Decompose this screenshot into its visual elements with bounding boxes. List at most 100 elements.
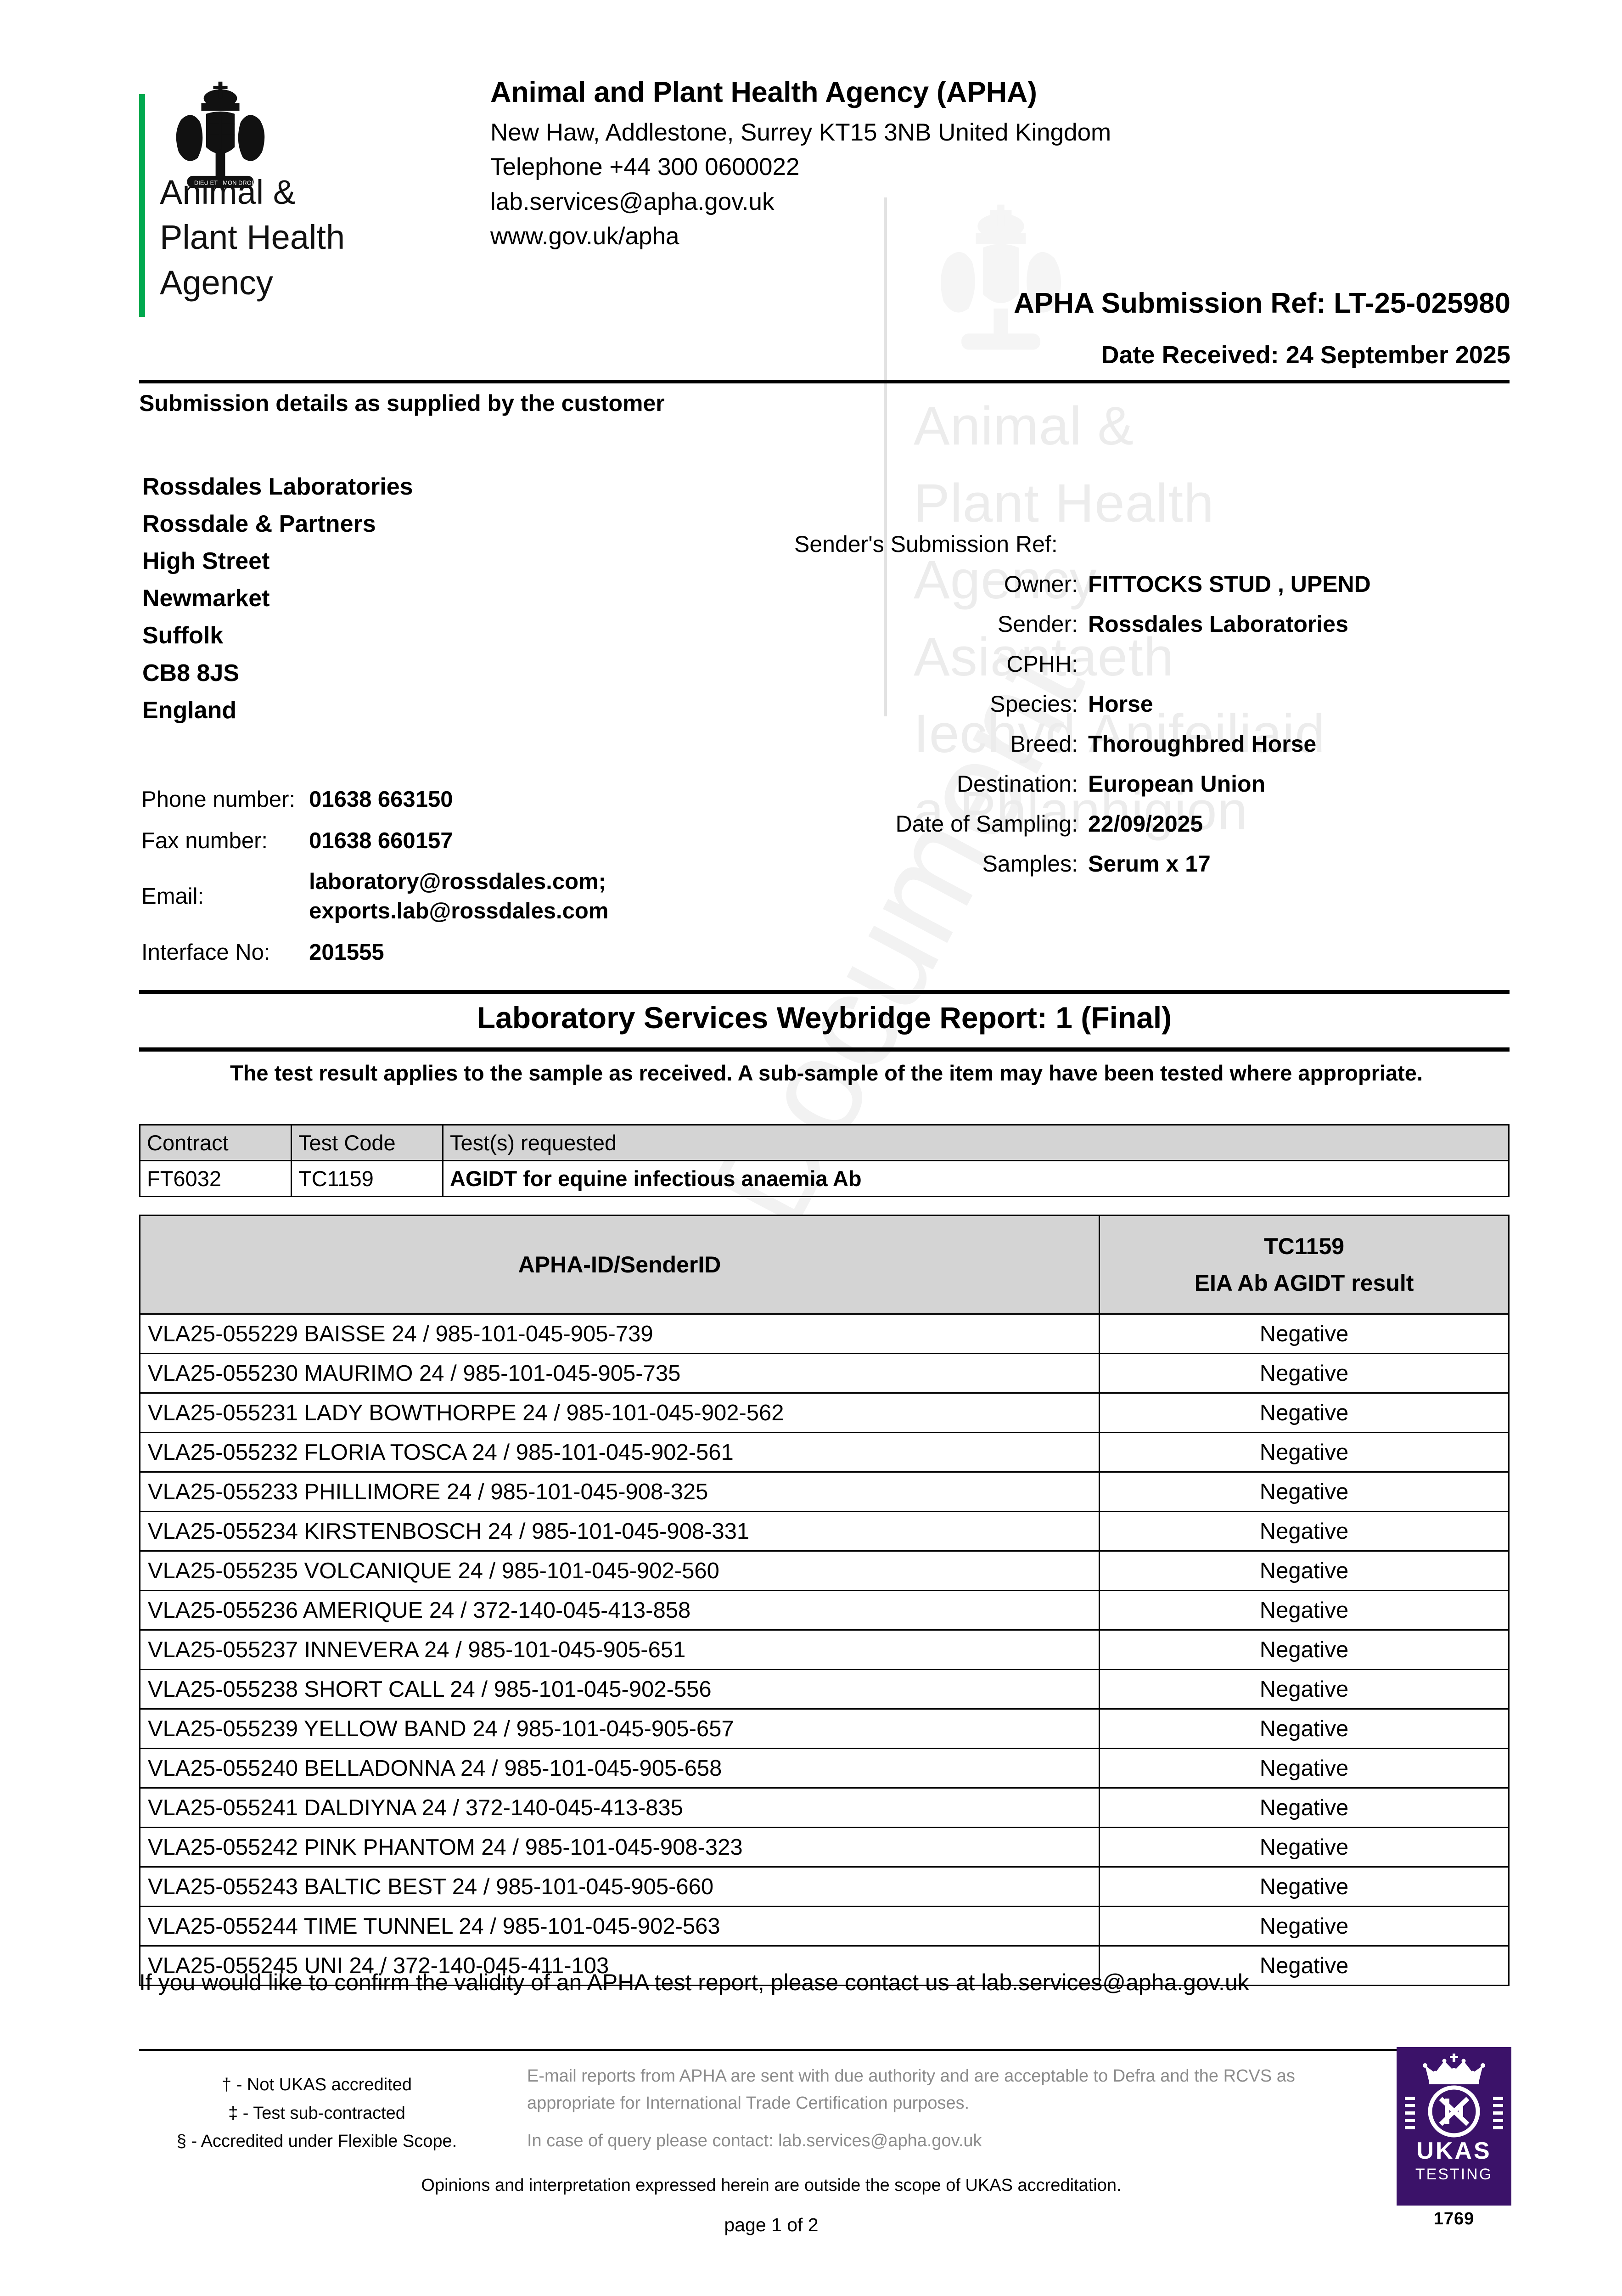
sample-result: Negative <box>1099 1471 1510 1512</box>
test-request-table: Contract Test Code Test(s) requested FT6… <box>139 1124 1510 1197</box>
header-rule <box>139 380 1510 383</box>
sample-result: Negative <box>1099 1353 1510 1394</box>
report-disclaimer: The test result applies to the sample as… <box>230 1061 1423 1085</box>
page-number: page 1 of 2 <box>724 2214 819 2235</box>
table-row: VLA25-055242 PINK PHANTOM 24 / 985-101-0… <box>139 1827 1510 1868</box>
table-row: VLA25-055244 TIME TUNNEL 24 / 985-101-04… <box>139 1906 1510 1947</box>
meta-value: Thoroughbred Horse <box>1088 731 1317 757</box>
customer-address-line: England <box>142 697 237 724</box>
agency-email[interactable]: lab.services@apha.gov.uk <box>490 188 775 215</box>
sample-id: VLA25-055236 AMERIQUE 24 / 372-140-045-4… <box>139 1590 1100 1631</box>
col-header-test-result: TC1159 EIA Ab AGIDT result <box>1099 1215 1510 1315</box>
report-title: Laboratory Services Weybridge Report: 1 … <box>477 1001 1172 1035</box>
result-description: EIA Ab AGIDT result <box>1194 1270 1414 1296</box>
brand-wordmark-line1: Animal & <box>160 173 296 211</box>
meta-row-senders-ref: Sender's Submission Ref: <box>794 530 1510 570</box>
sample-result: Negative <box>1099 1313 1510 1354</box>
meta-row-owner: Owner: FITTOCKS STUD , UPEND <box>794 570 1510 610</box>
meta-label: Species: <box>990 691 1078 717</box>
sample-id: VLA25-055245 UNI 24 / 372-140-045-411-10… <box>139 1945 1100 1986</box>
results-table: APHA-ID/SenderID TC1159 EIA Ab AGIDT res… <box>139 1215 1510 1986</box>
meta-value: FITTOCKS STUD , UPEND <box>1088 571 1371 597</box>
cell-contract: FT6032 <box>139 1160 292 1197</box>
col-header-tests-requested: Test(s) requested <box>442 1124 1510 1161</box>
report-title-rule-top <box>139 990 1510 994</box>
table-row: VLA25-055241 DALDIYNA 24 / 372-140-045-4… <box>139 1787 1510 1828</box>
svg-text:MON DROIT: MON DROIT <box>223 179 257 186</box>
meta-value <box>1088 650 1510 690</box>
contact-value[interactable]: laboratory@rossdales.com; exports.lab@ro… <box>309 869 609 924</box>
customer-address-line: CB8 8JS <box>142 659 239 687</box>
contact-value: 201555 <box>309 940 384 965</box>
meta-value: Horse <box>1088 691 1153 717</box>
validity-confirmation-text: If you would like to confirm the validit… <box>139 1970 1249 1995</box>
footer-note: ‡ - Test sub-contracted <box>228 2103 405 2123</box>
meta-row-sampling-date: Date of Sampling: 22/09/2025 <box>794 810 1510 850</box>
sample-id: VLA25-055234 KIRSTENBOSCH 24 / 985-101-0… <box>139 1511 1100 1552</box>
meta-value: 22/09/2025 <box>1088 811 1203 837</box>
table-row: VLA25-055234 KIRSTENBOSCH 24 / 985-101-0… <box>139 1511 1510 1552</box>
meta-value <box>1088 530 1510 570</box>
footer-opinions-text: Opinions and interpretation expressed he… <box>421 2176 1122 2195</box>
sample-result: Negative <box>1099 1590 1510 1631</box>
sample-id: VLA25-055242 PINK PHANTOM 24 / 985-101-0… <box>139 1827 1100 1868</box>
cell-test-requested: AGIDT for equine infectious anaemia Ab <box>442 1160 1510 1197</box>
agency-name: Animal and Plant Health Agency (APHA) <box>490 76 1037 108</box>
svg-text:DIEU ET: DIEU ET <box>194 179 218 186</box>
footer-grey-text: E-mail reports from APHA are sent with d… <box>527 2063 1326 2155</box>
agency-website[interactable]: www.gov.uk/apha <box>490 222 679 250</box>
meta-row-sender: Sender: Rossdales Laboratories <box>794 610 1510 650</box>
submission-ref: APHA Submission Ref: LT-25-025980 <box>1014 287 1510 319</box>
ukas-accreditation-number: 1769 <box>1433 2209 1475 2228</box>
table-row: VLA25-055231 LADY BOWTHORPE 24 / 985-101… <box>139 1392 1510 1433</box>
table-row: VLA25-055237 INNEVERA 24 / 985-101-045-9… <box>139 1629 1510 1670</box>
brand-wordmark-line2: Plant Health <box>160 218 345 257</box>
footer-note: † - Not UKAS accredited <box>222 2075 412 2094</box>
cell-test-code: TC1159 <box>291 1160 443 1197</box>
footer-grey-para-1: E-mail reports from APHA are sent with d… <box>527 2066 1295 2113</box>
sample-result: Negative <box>1099 1827 1510 1868</box>
contact-label: Phone number: <box>141 787 296 812</box>
meta-row-breed: Breed: Thoroughbred Horse <box>794 730 1510 770</box>
col-header-apha-id: APHA-ID/SenderID <box>139 1215 1100 1315</box>
sample-result: Negative <box>1099 1550 1510 1591</box>
customer-address-line: Rossdale & Partners <box>142 511 376 538</box>
header-vertical-divider <box>884 197 887 716</box>
brand-wordmark-line3: Agency <box>160 263 273 302</box>
sample-id: VLA25-055241 DALDIYNA 24 / 372-140-045-4… <box>139 1787 1100 1828</box>
date-received: Date Received: 24 September 2025 <box>1101 341 1510 369</box>
contact-row-fax: Fax number: 01638 660157 <box>141 827 608 868</box>
sample-id: VLA25-055231 LADY BOWTHORPE 24 / 985-101… <box>139 1392 1100 1433</box>
agency-address: New Haw, Addlestone, Surrey KT15 3NB Uni… <box>490 119 1111 146</box>
meta-label: Samples: <box>982 851 1078 877</box>
brand-wordmark: Animal & Plant Health Agency <box>160 170 345 305</box>
test-request-row: FT6032 TC1159 AGIDT for equine infectiou… <box>139 1160 1510 1197</box>
results-header-row: APHA-ID/SenderID TC1159 EIA Ab AGIDT res… <box>139 1215 1510 1315</box>
ukas-crown-circle-icon <box>1405 2054 1503 2138</box>
ukas-accreditation-logo: UKAS TESTING 1769 <box>1397 2047 1511 2229</box>
customer-address-line: Rossdales Laboratories <box>142 473 413 500</box>
sample-id: VLA25-055232 FLORIA TOSCA 24 / 985-101-0… <box>139 1432 1100 1473</box>
sample-result: Negative <box>1099 1511 1510 1552</box>
meta-label: CPHH: <box>1006 651 1078 677</box>
contact-label: Interface No: <box>141 940 270 965</box>
meta-label: Breed: <box>1010 731 1078 757</box>
meta-value: European Union <box>1088 771 1266 797</box>
meta-row-destination: Destination: European Union <box>794 770 1510 810</box>
sample-id: VLA25-055240 BELLADONNA 24 / 985-101-045… <box>139 1748 1100 1789</box>
col-header-test-code: Test Code <box>291 1124 443 1161</box>
table-row: VLA25-055235 VOLCANIQUE 24 / 985-101-045… <box>139 1550 1510 1591</box>
meta-label: Sender: <box>997 611 1078 637</box>
meta-value: Rossdales Laboratories <box>1088 611 1348 637</box>
sample-result: Negative <box>1099 1708 1510 1749</box>
contact-row-interface: Interface No: 201555 <box>141 938 608 979</box>
customer-address: Rossdales Laboratories Rossdale & Partne… <box>142 468 413 729</box>
test-request-header-row: Contract Test Code Test(s) requested <box>139 1124 1510 1161</box>
contact-row-phone: Phone number: 01638 663150 <box>141 785 608 827</box>
sample-id: VLA25-055239 YELLOW BAND 24 / 985-101-04… <box>139 1708 1100 1749</box>
sample-result: Negative <box>1099 1432 1510 1473</box>
table-row: VLA25-055243 BALTIC BEST 24 / 985-101-04… <box>139 1866 1510 1907</box>
table-row: VLA25-055233 PHILLIMORE 24 / 985-101-045… <box>139 1471 1510 1512</box>
submission-meta-table: Sender's Submission Ref: Owner: FITTOCKS… <box>794 530 1510 890</box>
report-title-rule-bottom <box>139 1047 1510 1052</box>
